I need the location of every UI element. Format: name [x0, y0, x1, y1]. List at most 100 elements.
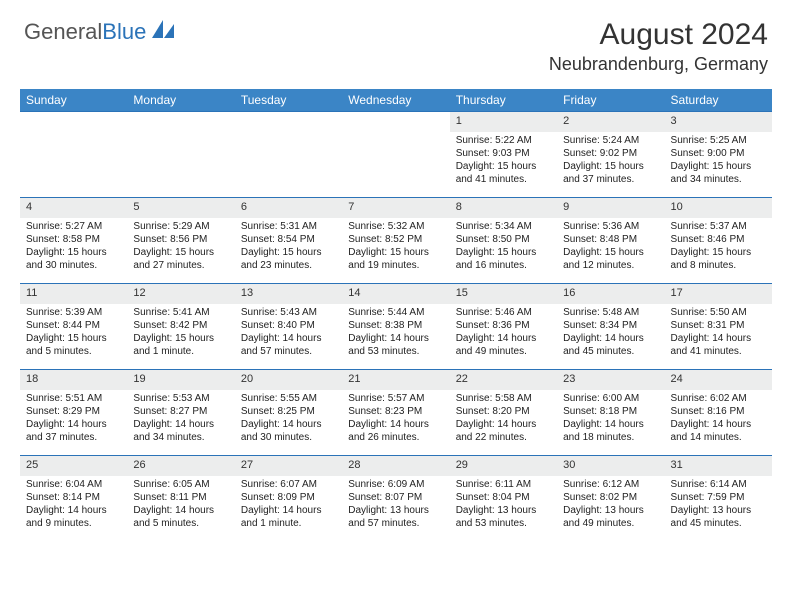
- sunrise-line: Sunrise: 5:55 AM: [241, 392, 336, 405]
- weekday-header-row: SundayMondayTuesdayWednesdayThursdayFrid…: [20, 89, 772, 112]
- day-number-cell: 8: [450, 198, 557, 218]
- day-number-cell: 12: [127, 284, 234, 304]
- sunset-line: Sunset: 8:54 PM: [241, 233, 336, 246]
- day-info-cell: Sunrise: 5:27 AMSunset: 8:58 PMDaylight:…: [20, 218, 127, 284]
- day-number-cell: 1: [450, 112, 557, 132]
- day-info-cell: [127, 132, 234, 198]
- brand-text: GeneralBlue: [24, 19, 146, 45]
- sunset-line: Sunset: 8:18 PM: [563, 405, 658, 418]
- daylight-line: Daylight: 14 hours and 41 minutes.: [671, 332, 766, 358]
- sunrise-line: Sunrise: 5:53 AM: [133, 392, 228, 405]
- sunrise-line: Sunrise: 6:11 AM: [456, 478, 551, 491]
- sunrise-line: Sunrise: 5:58 AM: [456, 392, 551, 405]
- day-number-cell: 29: [450, 456, 557, 476]
- month-title: August 2024: [549, 18, 768, 52]
- day-info-cell: Sunrise: 5:41 AMSunset: 8:42 PMDaylight:…: [127, 304, 234, 370]
- day-info-cell: Sunrise: 5:51 AMSunset: 8:29 PMDaylight:…: [20, 390, 127, 456]
- day-number-cell: [342, 112, 449, 132]
- day-number-cell: 25: [20, 456, 127, 476]
- info-row: Sunrise: 5:51 AMSunset: 8:29 PMDaylight:…: [20, 390, 772, 456]
- sunset-line: Sunset: 8:40 PM: [241, 319, 336, 332]
- day-info-cell: Sunrise: 5:48 AMSunset: 8:34 PMDaylight:…: [557, 304, 664, 370]
- daylight-line: Daylight: 13 hours and 45 minutes.: [671, 504, 766, 530]
- day-info-cell: Sunrise: 5:50 AMSunset: 8:31 PMDaylight:…: [665, 304, 772, 370]
- sunrise-line: Sunrise: 5:41 AM: [133, 306, 228, 319]
- day-info-cell: [235, 132, 342, 198]
- daylight-line: Daylight: 14 hours and 18 minutes.: [563, 418, 658, 444]
- day-info-cell: Sunrise: 5:39 AMSunset: 8:44 PMDaylight:…: [20, 304, 127, 370]
- day-info-cell: Sunrise: 5:46 AMSunset: 8:36 PMDaylight:…: [450, 304, 557, 370]
- daylight-line: Daylight: 15 hours and 5 minutes.: [26, 332, 121, 358]
- day-info-cell: Sunrise: 6:09 AMSunset: 8:07 PMDaylight:…: [342, 476, 449, 542]
- sunset-line: Sunset: 9:00 PM: [671, 147, 766, 160]
- sunset-line: Sunset: 8:29 PM: [26, 405, 121, 418]
- sunset-line: Sunset: 8:50 PM: [456, 233, 551, 246]
- sunset-line: Sunset: 8:20 PM: [456, 405, 551, 418]
- sunset-line: Sunset: 7:59 PM: [671, 491, 766, 504]
- daylight-line: Daylight: 15 hours and 30 minutes.: [26, 246, 121, 272]
- day-info-cell: Sunrise: 6:05 AMSunset: 8:11 PMDaylight:…: [127, 476, 234, 542]
- sunset-line: Sunset: 8:46 PM: [671, 233, 766, 246]
- sunset-line: Sunset: 8:11 PM: [133, 491, 228, 504]
- daylight-line: Daylight: 14 hours and 34 minutes.: [133, 418, 228, 444]
- sunrise-line: Sunrise: 6:14 AM: [671, 478, 766, 491]
- sunset-line: Sunset: 8:27 PM: [133, 405, 228, 418]
- daylight-line: Daylight: 13 hours and 49 minutes.: [563, 504, 658, 530]
- day-info-cell: Sunrise: 6:12 AMSunset: 8:02 PMDaylight:…: [557, 476, 664, 542]
- daylight-line: Daylight: 14 hours and 37 minutes.: [26, 418, 121, 444]
- calendar-table: SundayMondayTuesdayWednesdayThursdayFrid…: [20, 89, 772, 542]
- day-number-cell: 24: [665, 370, 772, 390]
- day-info-cell: Sunrise: 6:07 AMSunset: 8:09 PMDaylight:…: [235, 476, 342, 542]
- day-number-cell: 6: [235, 198, 342, 218]
- day-info-cell: Sunrise: 5:22 AMSunset: 9:03 PMDaylight:…: [450, 132, 557, 198]
- day-number-cell: 10: [665, 198, 772, 218]
- day-info-cell: Sunrise: 5:44 AMSunset: 8:38 PMDaylight:…: [342, 304, 449, 370]
- day-number-cell: 16: [557, 284, 664, 304]
- day-info-cell: Sunrise: 5:25 AMSunset: 9:00 PMDaylight:…: [665, 132, 772, 198]
- day-info-cell: Sunrise: 5:29 AMSunset: 8:56 PMDaylight:…: [127, 218, 234, 284]
- sunrise-line: Sunrise: 5:27 AM: [26, 220, 121, 233]
- sunrise-line: Sunrise: 6:09 AM: [348, 478, 443, 491]
- info-row: Sunrise: 6:04 AMSunset: 8:14 PMDaylight:…: [20, 476, 772, 542]
- day-number-cell: 2: [557, 112, 664, 132]
- daylight-line: Daylight: 15 hours and 1 minute.: [133, 332, 228, 358]
- sunrise-line: Sunrise: 5:44 AM: [348, 306, 443, 319]
- day-number-cell: 26: [127, 456, 234, 476]
- info-row: Sunrise: 5:27 AMSunset: 8:58 PMDaylight:…: [20, 218, 772, 284]
- day-number-cell: [20, 112, 127, 132]
- daylight-line: Daylight: 14 hours and 22 minutes.: [456, 418, 551, 444]
- daylight-line: Daylight: 14 hours and 45 minutes.: [563, 332, 658, 358]
- day-info-cell: Sunrise: 5:32 AMSunset: 8:52 PMDaylight:…: [342, 218, 449, 284]
- sunset-line: Sunset: 8:02 PM: [563, 491, 658, 504]
- sunset-line: Sunset: 8:52 PM: [348, 233, 443, 246]
- daylight-line: Daylight: 15 hours and 16 minutes.: [456, 246, 551, 272]
- sunset-line: Sunset: 8:09 PM: [241, 491, 336, 504]
- sunrise-line: Sunrise: 5:24 AM: [563, 134, 658, 147]
- sunset-line: Sunset: 8:58 PM: [26, 233, 121, 246]
- day-info-cell: Sunrise: 5:57 AMSunset: 8:23 PMDaylight:…: [342, 390, 449, 456]
- day-number-cell: 30: [557, 456, 664, 476]
- day-info-cell: Sunrise: 5:24 AMSunset: 9:02 PMDaylight:…: [557, 132, 664, 198]
- daylight-line: Daylight: 15 hours and 37 minutes.: [563, 160, 658, 186]
- sunset-line: Sunset: 8:23 PM: [348, 405, 443, 418]
- daynum-row: 45678910: [20, 198, 772, 218]
- day-info-cell: Sunrise: 6:04 AMSunset: 8:14 PMDaylight:…: [20, 476, 127, 542]
- weekday-header: Monday: [127, 89, 234, 112]
- weekday-header: Saturday: [665, 89, 772, 112]
- daylight-line: Daylight: 15 hours and 23 minutes.: [241, 246, 336, 272]
- daylight-line: Daylight: 15 hours and 27 minutes.: [133, 246, 228, 272]
- sunrise-line: Sunrise: 5:32 AM: [348, 220, 443, 233]
- day-number-cell: 20: [235, 370, 342, 390]
- sunset-line: Sunset: 8:48 PM: [563, 233, 658, 246]
- daylight-line: Daylight: 15 hours and 8 minutes.: [671, 246, 766, 272]
- day-info-cell: Sunrise: 5:43 AMSunset: 8:40 PMDaylight:…: [235, 304, 342, 370]
- day-info-cell: Sunrise: 5:58 AMSunset: 8:20 PMDaylight:…: [450, 390, 557, 456]
- day-info-cell: Sunrise: 5:36 AMSunset: 8:48 PMDaylight:…: [557, 218, 664, 284]
- day-number-cell: 4: [20, 198, 127, 218]
- day-number-cell: 11: [20, 284, 127, 304]
- daynum-row: 123: [20, 112, 772, 132]
- daylight-line: Daylight: 14 hours and 30 minutes.: [241, 418, 336, 444]
- day-number-cell: 3: [665, 112, 772, 132]
- day-info-cell: Sunrise: 6:00 AMSunset: 8:18 PMDaylight:…: [557, 390, 664, 456]
- sunrise-line: Sunrise: 5:46 AM: [456, 306, 551, 319]
